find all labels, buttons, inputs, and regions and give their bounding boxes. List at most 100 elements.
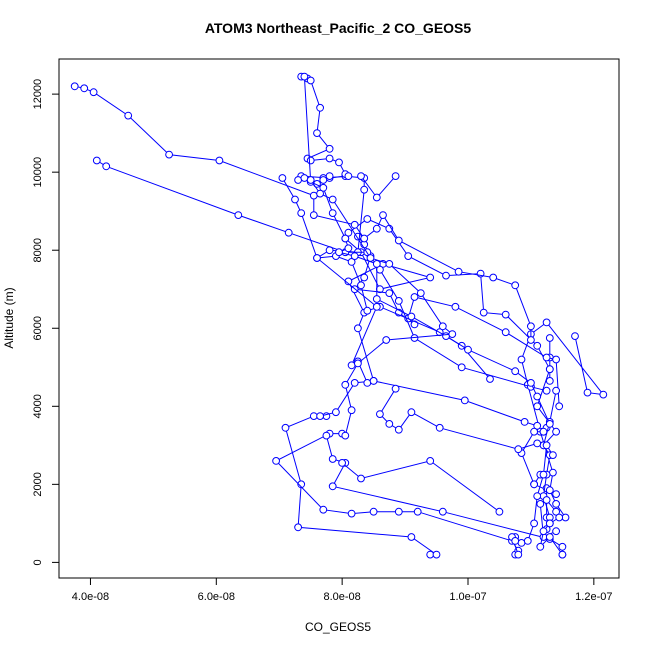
data-point [394, 507, 403, 516]
data-point [511, 537, 520, 545]
series-line [344, 218, 551, 427]
data-point [536, 500, 545, 508]
data-point [517, 539, 526, 547]
data-point [341, 431, 350, 440]
y-axis-label: Altitude (m) [2, 287, 16, 348]
data-point [354, 359, 362, 368]
data-point [322, 431, 331, 440]
data-point [328, 195, 337, 204]
data-point [335, 158, 343, 167]
series-line [520, 321, 605, 518]
data-point [511, 367, 520, 376]
data-point [297, 209, 306, 218]
x-axis-label: CO_GEOS5 [305, 620, 371, 634]
data-point [533, 341, 542, 350]
series-7 [338, 457, 504, 516]
data-point [92, 156, 101, 165]
x-tick-label: 1.0e-07 [449, 591, 486, 603]
chart-title: ATOM3 Northeast_Pacific_2 CO_GEOS5 [205, 20, 472, 36]
data-point [533, 439, 542, 448]
data-point [410, 293, 419, 301]
data-point [545, 533, 554, 541]
x-axis: 4.0e-08 6.0e-08 8.0e-08 1.0e-07 1.2e-07 [72, 577, 612, 603]
data-point [294, 523, 303, 532]
series-14 [70, 82, 535, 344]
data-point [357, 281, 365, 290]
data-point [432, 550, 441, 559]
data-point [545, 334, 554, 342]
series-line [379, 388, 538, 450]
data-point [294, 176, 303, 184]
data-point [165, 150, 174, 159]
data-point [102, 162, 111, 171]
y-axis: 0 2000 4000 6000 8000 10000 12000 [32, 79, 60, 565]
data-point [313, 129, 321, 138]
data-point [316, 189, 325, 198]
data-point [278, 174, 287, 182]
data-point [583, 388, 592, 397]
data-point [344, 172, 353, 181]
data-point [394, 425, 403, 434]
data-point [426, 550, 435, 559]
y-tick-label: 12000 [32, 79, 44, 110]
data-point [234, 211, 243, 220]
data-point [341, 234, 350, 243]
data-point [306, 76, 315, 85]
data-point [404, 252, 413, 261]
data-point [357, 172, 365, 181]
data-point [319, 183, 328, 192]
data-point [385, 420, 394, 428]
series-2 [272, 429, 523, 559]
x-tick-label: 1.2e-07 [575, 591, 612, 603]
series-line [96, 160, 547, 392]
data-point [464, 345, 472, 354]
series-line [341, 460, 500, 513]
data-point [571, 332, 579, 341]
x-tick-label: 6.0e-08 [198, 591, 235, 603]
data-point [542, 496, 551, 504]
data-point [545, 365, 554, 374]
series-layer [70, 72, 608, 559]
data-point [80, 84, 89, 93]
data-point [372, 193, 381, 202]
data-point [309, 412, 318, 421]
data-point [328, 209, 337, 218]
data-point [281, 423, 290, 432]
series-11 [297, 172, 494, 383]
data-point [376, 410, 384, 419]
data-point [552, 527, 560, 536]
data-point [363, 215, 372, 223]
data-point [360, 273, 369, 282]
data-point [533, 392, 542, 401]
data-point [511, 281, 520, 290]
data-point [552, 490, 560, 499]
data-point [539, 470, 548, 479]
data-point [549, 451, 557, 460]
data-point [552, 355, 560, 364]
data-point [416, 289, 425, 298]
series-1 [281, 412, 441, 559]
data-point [344, 244, 353, 253]
y-tick-label: 10000 [32, 157, 44, 188]
data-point [309, 211, 318, 220]
data-point [309, 191, 318, 200]
series-24 [357, 172, 400, 202]
data-point [347, 406, 356, 415]
data-point [328, 482, 337, 491]
data-point [552, 386, 560, 395]
series-23 [536, 519, 567, 559]
data-point [542, 353, 551, 362]
data-point [542, 386, 551, 395]
data-point [360, 185, 369, 194]
data-point [495, 507, 504, 516]
data-point [442, 332, 450, 341]
data-point [407, 533, 416, 541]
data-point [372, 302, 381, 311]
data-point [350, 252, 359, 261]
data-point [391, 384, 400, 393]
data-point [325, 154, 334, 163]
data-point [530, 480, 538, 489]
data-point [542, 441, 551, 450]
x-tick-label: 8.0e-08 [323, 591, 360, 603]
data-point [527, 336, 535, 344]
